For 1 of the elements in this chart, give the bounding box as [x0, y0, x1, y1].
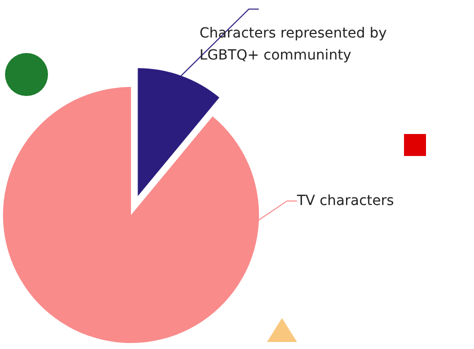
slice-label: TV characters — [296, 193, 394, 209]
